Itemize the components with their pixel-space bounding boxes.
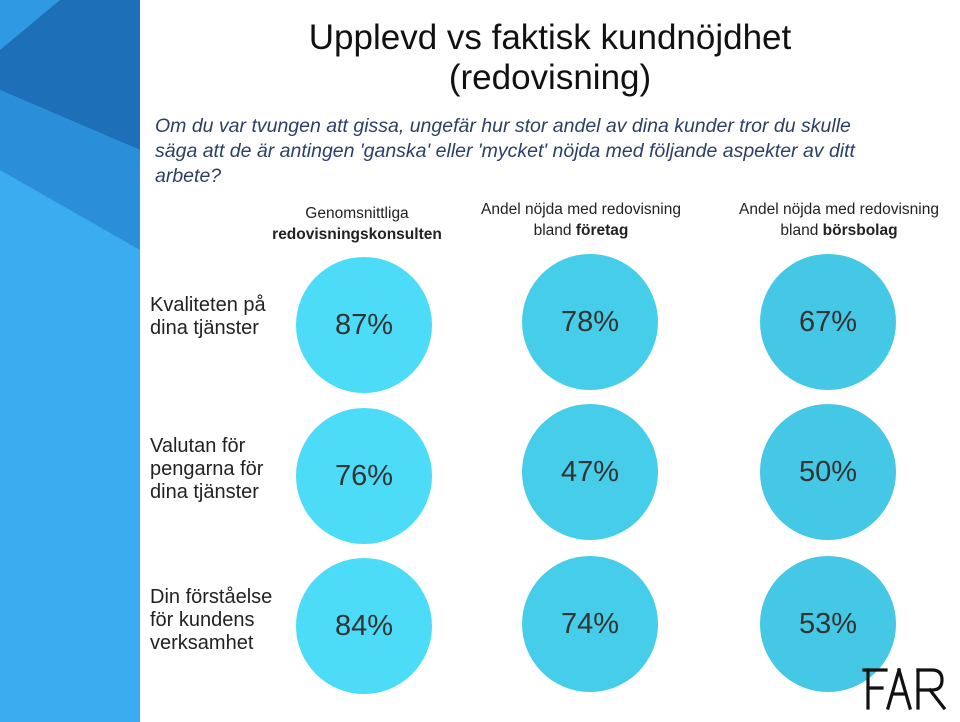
column-header-line: bland börsbolag [710,220,960,241]
page-title: Upplevd vs faktisk kundnöjdhet (redovisn… [260,18,840,98]
column-header-consultant: Genomsnittliga redovisningskonsulten [248,203,466,245]
decorative-side-band [0,0,140,722]
value-circle: 47% [522,404,658,540]
column-header-line: redovisningskonsulten [272,226,442,243]
title-line-2: (redovisning) [448,58,652,97]
value-circle: 50% [760,404,896,540]
value-circle: 67% [760,254,896,390]
row-label-value-for-money: Valutan för pengarna för dina tjänster [150,435,264,503]
column-header-prefix: bland [533,222,576,239]
column-header-companies: Andel nöjda med redovisning bland företa… [452,199,710,241]
value-circle: 78% [522,254,658,390]
value-circle: 76% [296,408,432,544]
column-header-emphasis: börsbolag [822,222,898,239]
row-label-quality: Kvaliteten på dina tjänster [150,294,266,339]
column-header-line: bland företag [452,220,710,241]
survey-question: Om du var tvungen att gissa, ungefär hur… [155,115,855,187]
far-logo [862,668,947,711]
column-header-line: Andel nöjda med redovisning [481,201,681,218]
column-header-emphasis: företag [575,222,629,239]
value-circle: 87% [296,257,432,393]
column-header-line: Genomsnittliga [305,205,409,222]
value-circle: 84% [296,558,432,694]
row-label-understanding: Din förståelse för kundens verksamhet [150,586,273,654]
column-header-prefix: bland [780,222,823,239]
column-header-listed-companies: Andel nöjda med redovisning bland börsbo… [710,199,960,241]
title-line-1: Upplevd vs faktisk kundnöjdhet [308,18,792,57]
column-header-line: Andel nöjda med redovisning [739,201,939,218]
value-circle: 74% [522,556,658,692]
